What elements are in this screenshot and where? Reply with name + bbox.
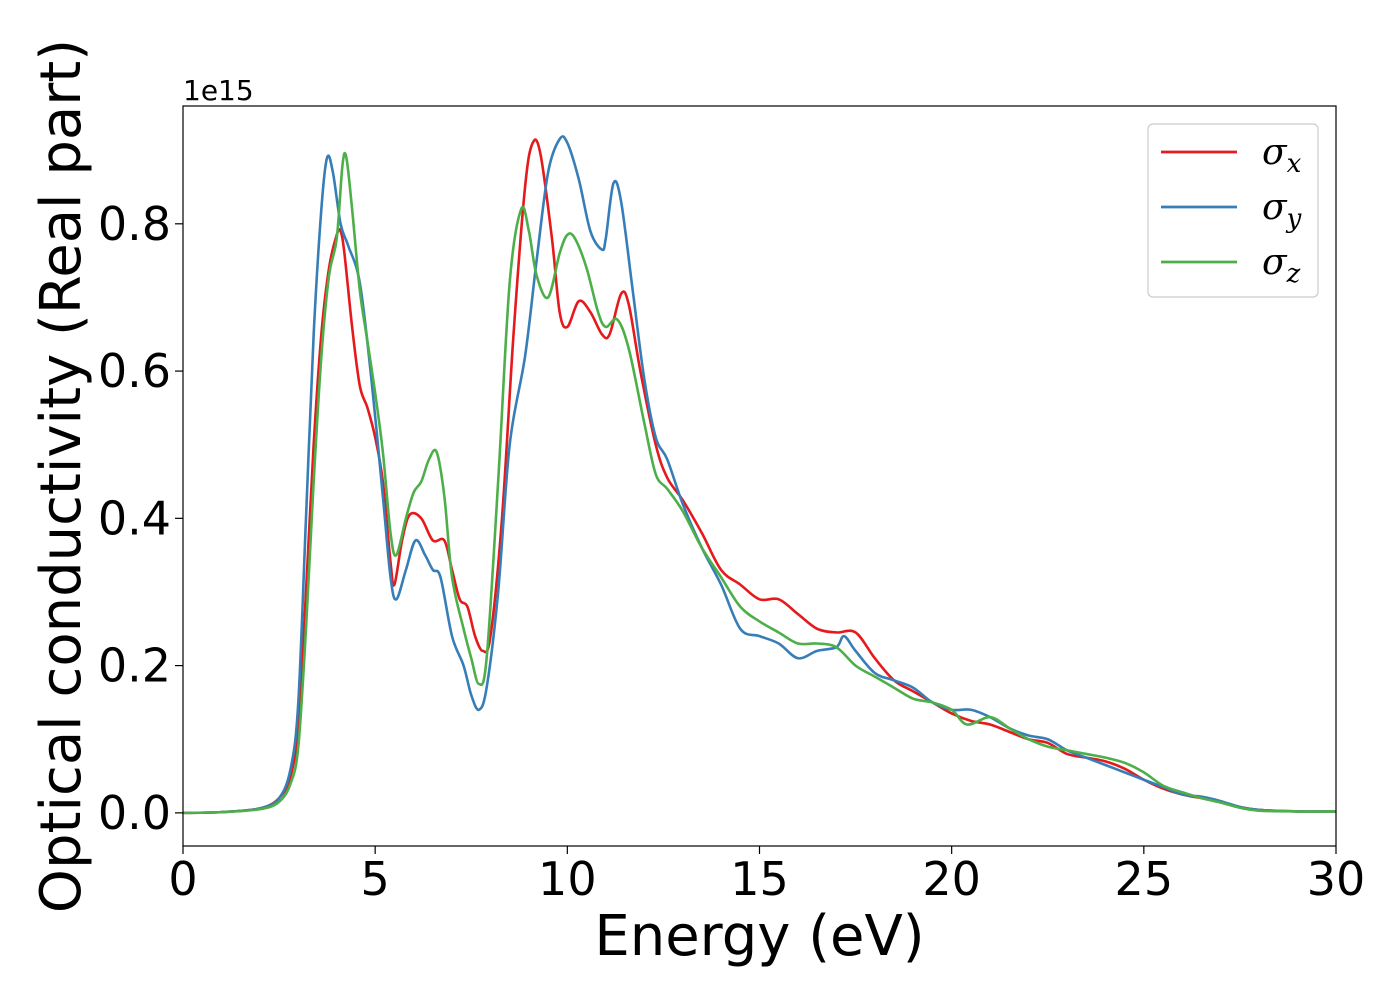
legend: σx σy σz [1147,123,1319,298]
x-tick-label: 15 [730,852,789,906]
y-tick-label: 0.6 [98,344,171,398]
ticks-layer: 0 5 10 15 20 25 30 0.0 0.2 0.4 0.6 0.8 [98,197,1365,906]
x-tick-label: 25 [1115,852,1174,906]
y-axis-label: Optical conductivity (Real part) [29,39,94,913]
x-tick-label: 30 [1307,852,1366,906]
x-tick-label: 20 [922,852,981,906]
legend-label-sigma-z: σz [1262,242,1301,289]
y-tick-label: 0.8 [98,197,171,251]
series-layer [183,135,1336,815]
x-axis-label: Energy (eV) [594,904,924,969]
y-tick-label: 0.4 [98,491,171,545]
y-offset-label: 1e15 [183,74,254,107]
y-tick-label: 0.0 [98,786,171,840]
x-tick-label: 5 [361,852,390,906]
series-line-sigma-z [183,151,1336,815]
y-tick-label: 0.2 [98,639,171,693]
legend-label-sigma-x: σx [1262,132,1302,179]
legend-label-sigma-y: σy [1262,187,1302,234]
legend-box [1147,123,1319,298]
x-tick-label: 0 [168,852,197,906]
x-tick-label: 10 [538,852,597,906]
series-line-sigma-y [183,135,1336,815]
